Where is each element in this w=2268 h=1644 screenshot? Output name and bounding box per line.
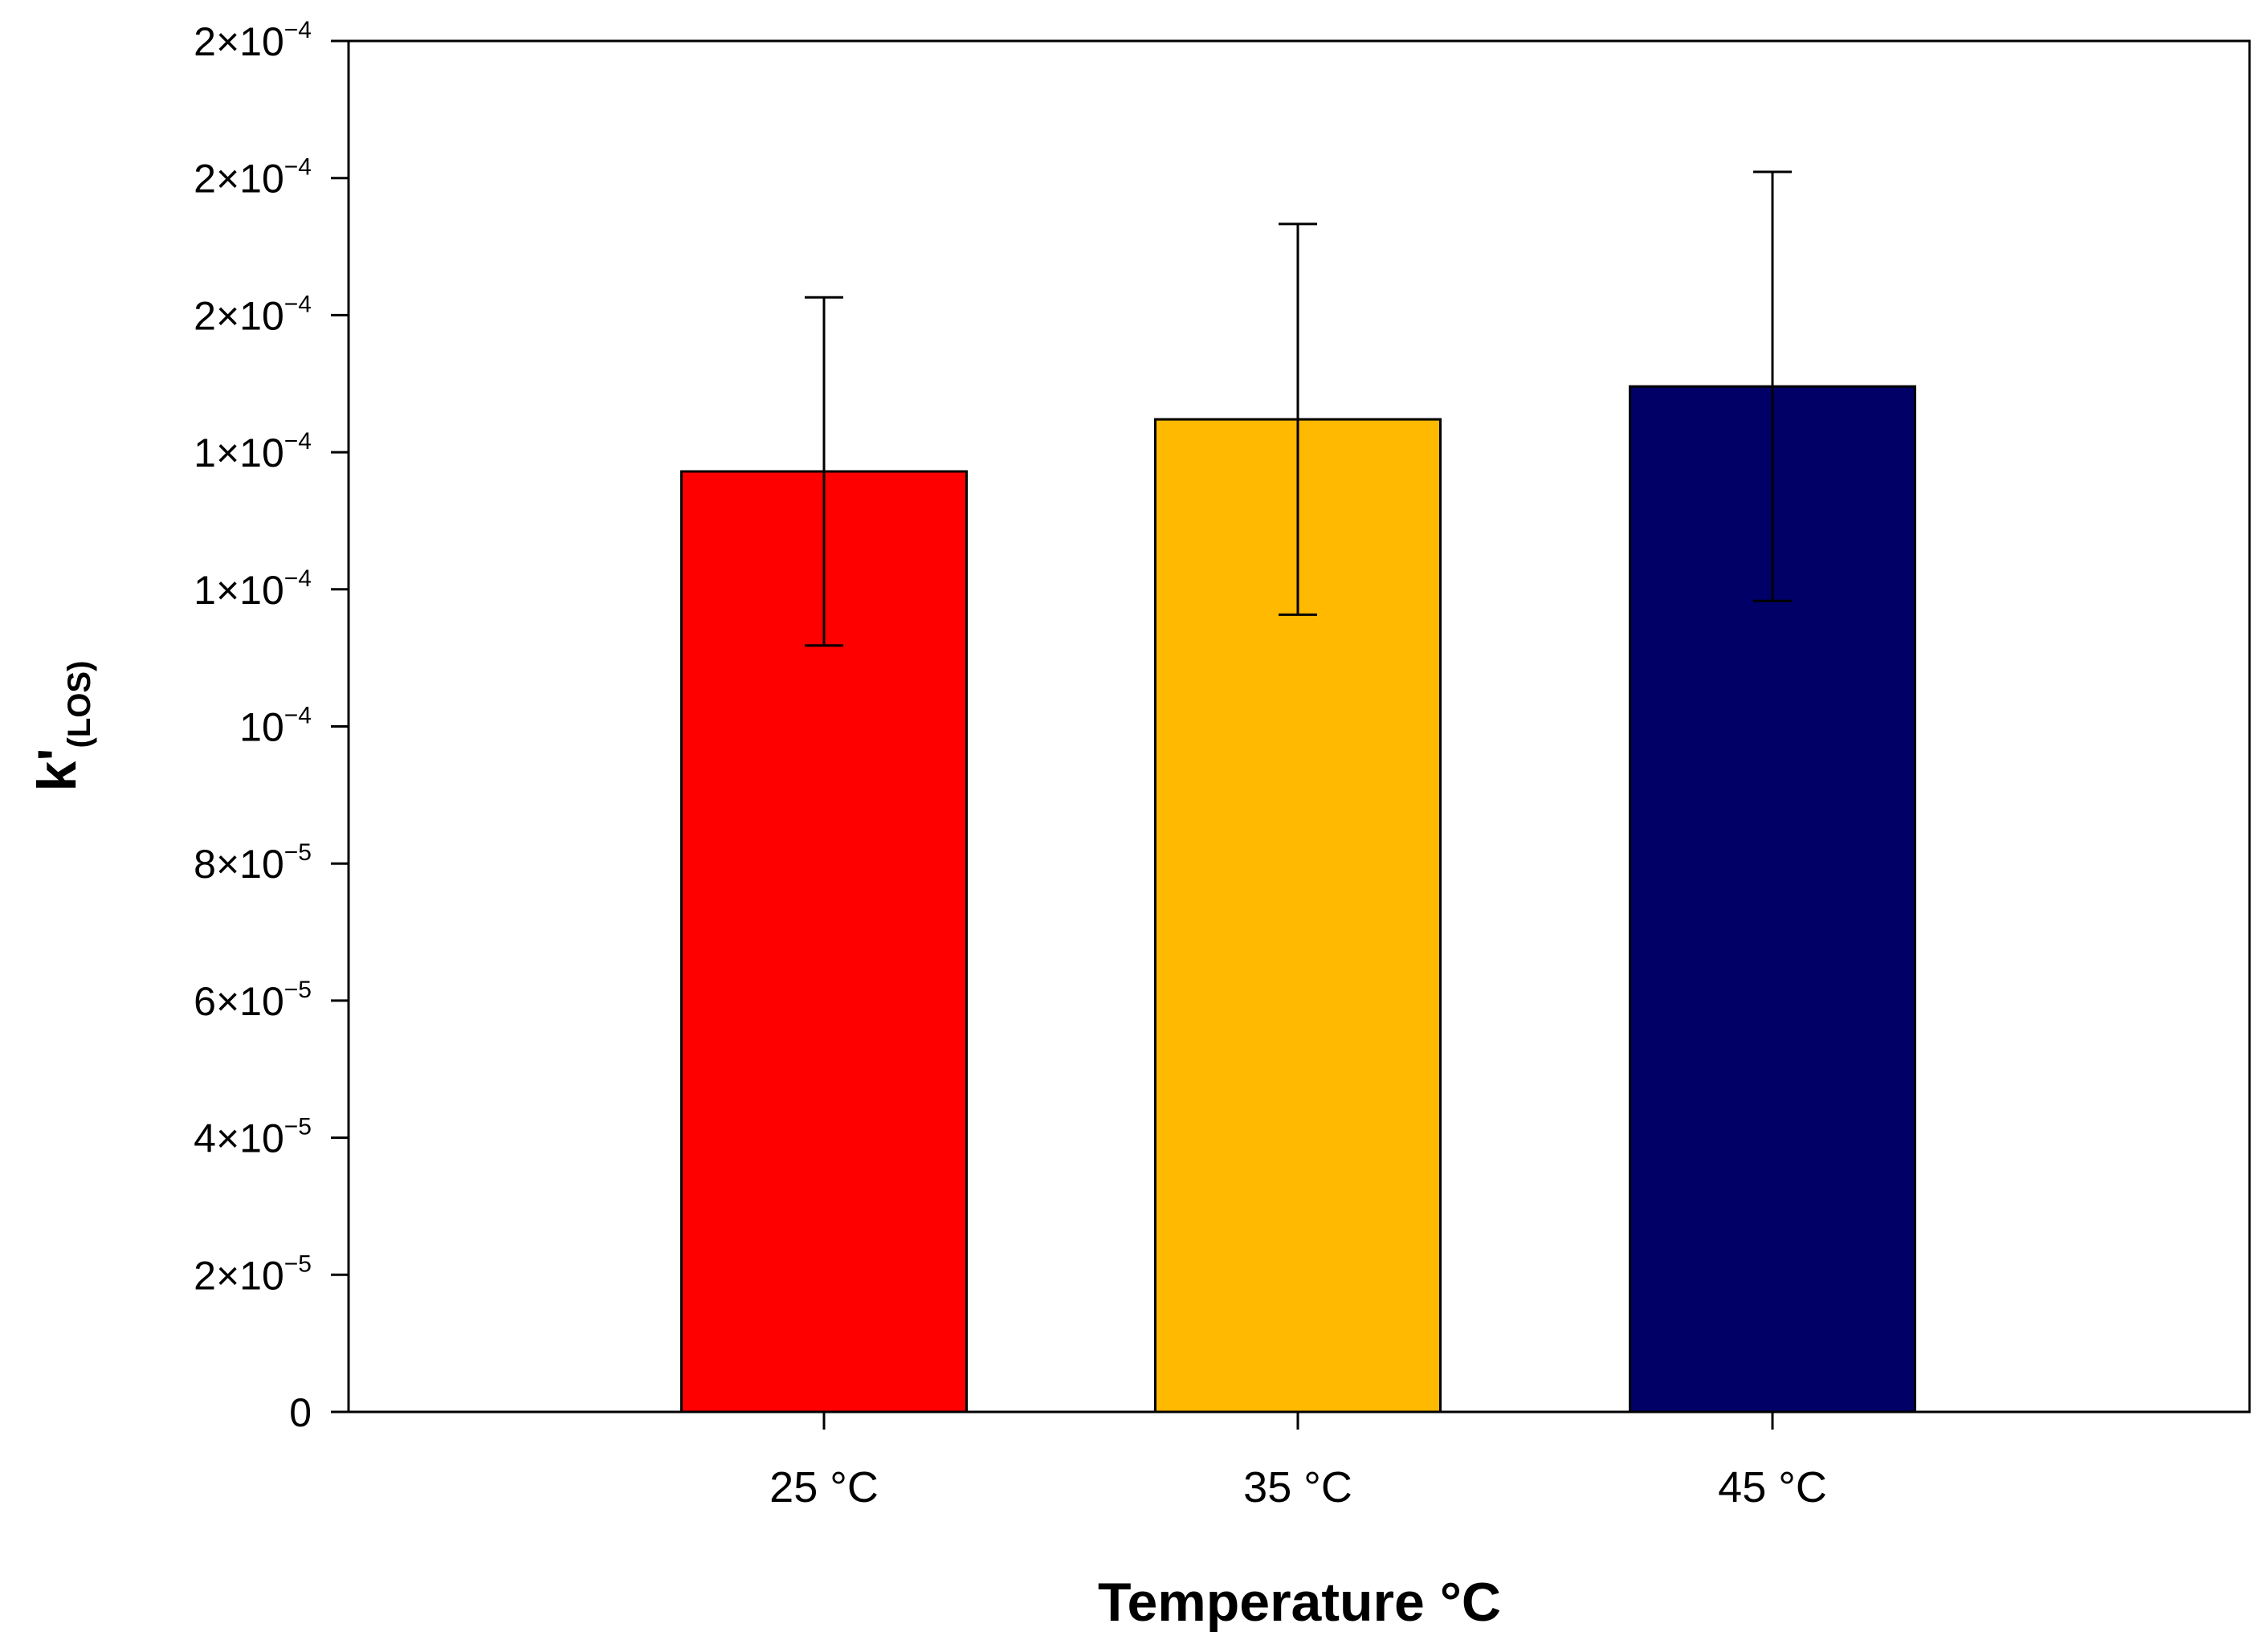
y-tick-exponent: −4	[284, 17, 312, 43]
y-tick-label: 1×10−4	[194, 428, 312, 475]
x-tick-label: 45 °C	[1718, 1463, 1827, 1511]
y-tick-label: 2×10−5	[194, 1250, 312, 1298]
x-axis-ticks: 25 °C 35 °C 45 °C	[769, 1412, 1827, 1511]
y-tick-label: 1×10−4	[194, 565, 312, 613]
y-tick-mantissa: 1×10	[194, 568, 284, 613]
y-tick-exponent: −4	[284, 291, 312, 317]
y-tick-mantissa: 2×10	[194, 293, 284, 338]
y-tick-label: 2×10−4	[194, 154, 312, 202]
y-tick-exponent: −5	[284, 1114, 312, 1140]
y-tick-label: 10−4	[239, 703, 312, 750]
y-tick-mantissa: 0	[289, 1390, 312, 1435]
bars	[680, 170, 1916, 1414]
x-tick-label: 35 °C	[1243, 1463, 1352, 1511]
y-tick-label: 6×10−5	[194, 977, 312, 1024]
y-tick-mantissa: 2×10	[194, 157, 284, 202]
y-tick-exponent: −5	[284, 977, 312, 1003]
y-tick-label: 2×10−4	[194, 17, 312, 64]
y-tick-mantissa: 8×10	[194, 842, 284, 887]
y-axis-title-subscript: (LOS)	[62, 661, 97, 749]
y-axis-ticks: 02×10−54×10−56×10−58×10−510−41×10−41×10−…	[194, 17, 349, 1435]
y-tick-exponent: −4	[284, 428, 312, 455]
y-tick-mantissa: 2×10	[194, 1253, 284, 1298]
y-tick-label: 8×10−5	[194, 839, 312, 887]
y-tick-exponent: −5	[284, 839, 312, 866]
y-tick-exponent: −4	[284, 703, 312, 729]
x-axis-title: Temperature °C	[1098, 1572, 1501, 1633]
y-tick-mantissa: 6×10	[194, 979, 284, 1024]
y-tick-mantissa: 2×10	[194, 19, 284, 64]
x-tick-label: 25 °C	[769, 1463, 879, 1511]
y-tick-mantissa: 10	[239, 705, 284, 750]
y-tick-label: 2×10−4	[194, 291, 312, 338]
y-axis-title-main: k'	[27, 748, 88, 791]
y-axis-title: k'(LOS)	[27, 661, 97, 792]
y-tick-mantissa: 4×10	[194, 1116, 284, 1161]
y-tick-exponent: −4	[284, 565, 312, 592]
y-tick-exponent: −5	[284, 1250, 312, 1277]
y-tick-label: 0	[289, 1390, 312, 1435]
y-tick-exponent: −4	[284, 154, 312, 181]
y-tick-label: 4×10−5	[194, 1114, 312, 1161]
y-tick-mantissa: 1×10	[194, 430, 284, 475]
